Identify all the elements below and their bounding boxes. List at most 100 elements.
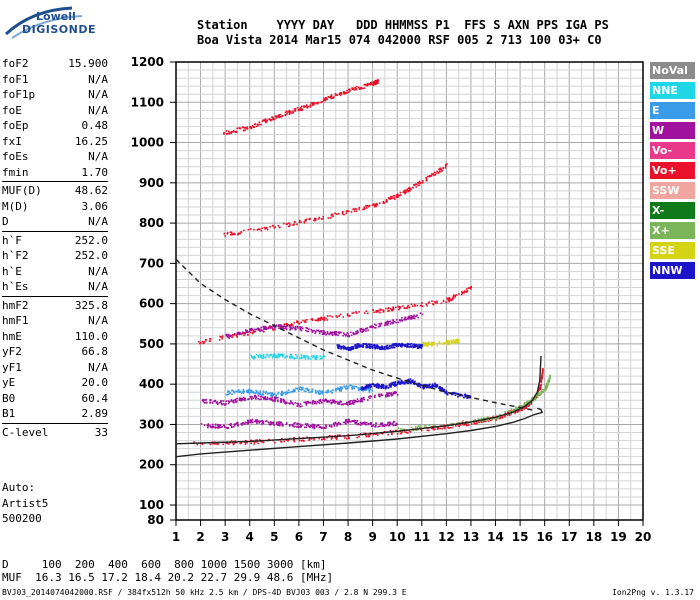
echo-point (277, 421, 279, 424)
echo-point (326, 389, 329, 392)
echo-point (396, 195, 398, 198)
echo-point (542, 389, 545, 391)
echo-point (472, 419, 475, 422)
echo-point (373, 346, 376, 348)
echo-point (328, 435, 331, 437)
echo-point (387, 346, 390, 349)
echo-point (280, 326, 282, 329)
echo-point (368, 344, 371, 346)
echo-point (426, 342, 428, 345)
echo-point (415, 183, 418, 186)
echo-point (231, 232, 233, 235)
echo-point (214, 423, 217, 426)
echo-point (367, 82, 369, 85)
echo-point (351, 400, 354, 402)
echo-point (425, 383, 427, 386)
echo-point (425, 177, 427, 179)
echo-point (370, 425, 373, 428)
echo-point (250, 328, 253, 330)
echo-point (355, 386, 358, 388)
echo-point (447, 297, 450, 300)
profile-curves (175, 258, 544, 458)
echo-point (232, 333, 235, 336)
echo-point (447, 298, 449, 301)
echo-point (227, 393, 230, 396)
echo-point (278, 327, 280, 330)
echo-point (407, 381, 409, 383)
echo-point (353, 311, 355, 314)
echo-point (393, 344, 395, 347)
echo-point (293, 224, 295, 226)
echo-point (284, 111, 287, 114)
echo-point (331, 334, 334, 336)
param-row: B1 2.89 (2, 406, 108, 422)
echo-point (496, 417, 499, 420)
echo-point (316, 329, 318, 332)
echo-point (547, 381, 550, 384)
echo-point (310, 102, 312, 104)
echo-point (219, 426, 221, 429)
echo-point (349, 349, 351, 351)
echo-point (281, 115, 283, 117)
echo-point (224, 235, 226, 237)
echo-point (336, 403, 339, 405)
echo-point (404, 316, 407, 319)
echo-point (303, 440, 305, 442)
echo-point (262, 119, 264, 122)
echo-point (193, 441, 195, 443)
echo-point (316, 356, 319, 358)
echo-point (292, 110, 294, 112)
echo-point (253, 355, 255, 358)
echo-point (323, 355, 325, 358)
param-row: h`Es N/A (2, 279, 108, 295)
echo-point (415, 426, 417, 428)
param-name: hmF2 (2, 298, 29, 312)
echo-point (368, 385, 371, 387)
echo-point (433, 174, 435, 176)
echo-point (205, 339, 207, 341)
echo-point (350, 331, 352, 334)
echo-point (373, 80, 376, 83)
echo-point (337, 403, 340, 405)
echo-point (264, 119, 266, 121)
x-tick-label: 20 (635, 530, 652, 544)
echo-point (451, 426, 453, 429)
echo-point (300, 326, 303, 328)
echo-point (420, 383, 422, 386)
echo-point (280, 353, 282, 355)
echo-point (433, 342, 435, 344)
echo-point (291, 112, 293, 114)
echo-point (425, 342, 427, 344)
echo-point (385, 307, 387, 310)
echo-point (492, 415, 495, 417)
echo-point (289, 353, 291, 356)
echo-point (279, 423, 281, 425)
echo-point (369, 423, 371, 425)
echo-point (353, 401, 356, 404)
echo-point (266, 228, 269, 231)
echo-point (288, 111, 291, 114)
echo-point (373, 311, 375, 314)
echo-point (236, 336, 238, 338)
echo-point (395, 391, 398, 394)
echo-point (241, 399, 244, 401)
echo-point (227, 391, 229, 393)
echo-point (318, 401, 320, 404)
echo-point (249, 391, 252, 394)
echo-point (446, 163, 448, 165)
echo-point (393, 320, 395, 323)
echo-point (385, 396, 387, 398)
echo-point (417, 184, 419, 186)
echo-point (275, 423, 278, 425)
echo-point (393, 392, 396, 394)
echo-point (384, 423, 386, 426)
echo-point (387, 395, 389, 397)
echo-point (401, 305, 404, 307)
echo-point (335, 422, 337, 424)
echo-point (209, 337, 211, 340)
echo-point (352, 399, 355, 402)
echo-point (407, 304, 409, 307)
echo-point (303, 356, 305, 358)
echo-point (379, 325, 381, 327)
echo-point (250, 420, 252, 422)
